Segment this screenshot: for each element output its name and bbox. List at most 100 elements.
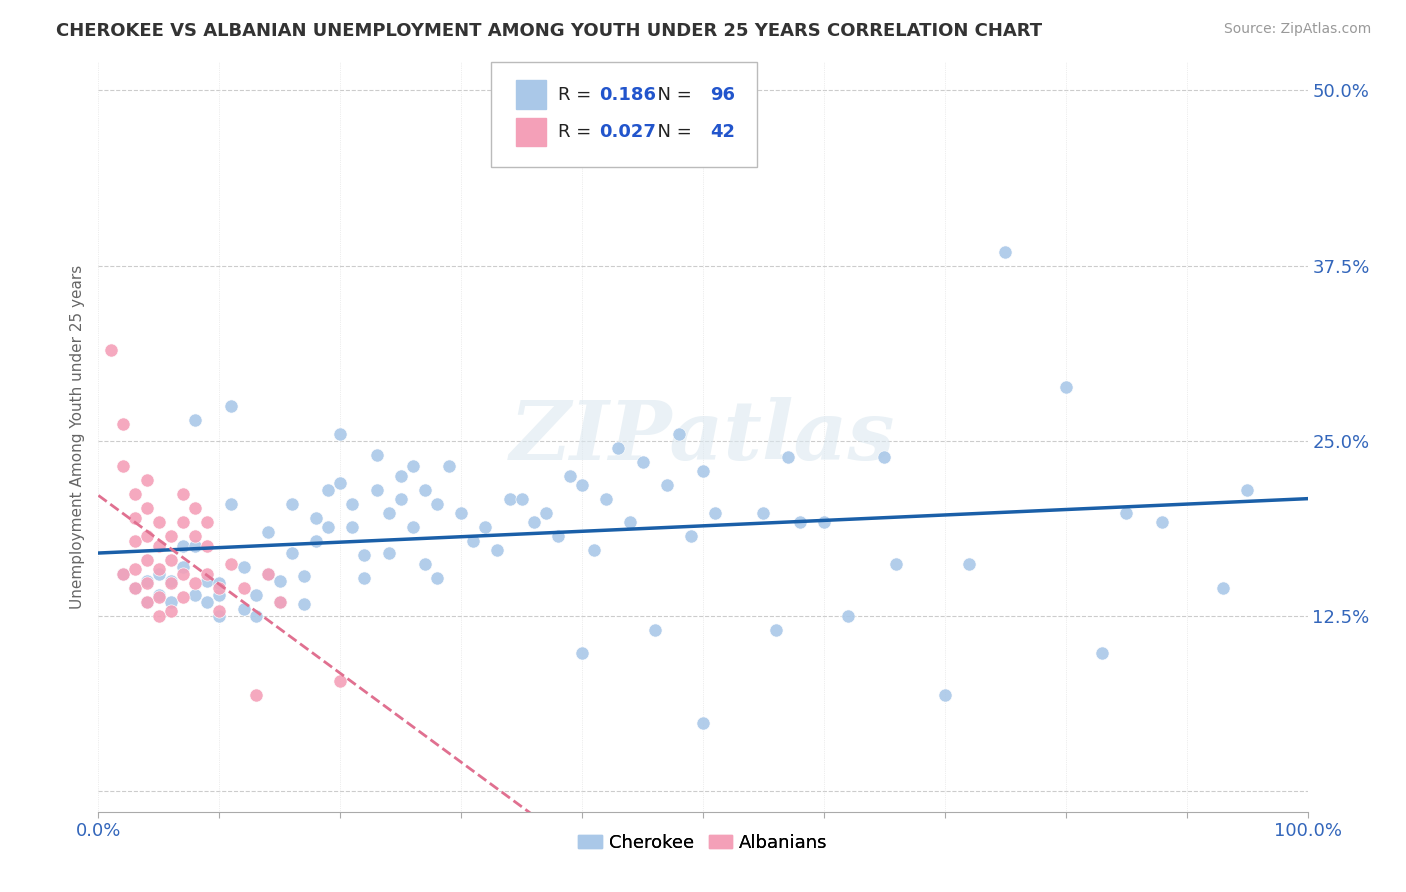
FancyBboxPatch shape — [516, 80, 546, 109]
Point — [184, 539, 207, 553]
Point — [305, 510, 328, 524]
Point — [148, 539, 170, 553]
Point — [437, 458, 460, 473]
Point — [668, 426, 690, 441]
Point — [111, 566, 134, 581]
Point — [269, 594, 291, 608]
Point — [704, 507, 727, 521]
Point — [426, 497, 449, 511]
Point — [547, 529, 569, 543]
Point — [595, 492, 617, 507]
Point — [377, 546, 399, 560]
Point — [256, 566, 278, 581]
Point — [208, 608, 231, 623]
Text: ZIPatlas: ZIPatlas — [510, 397, 896, 477]
Point — [510, 492, 533, 507]
Point — [1054, 380, 1077, 394]
Point — [232, 581, 254, 595]
Point — [184, 412, 207, 426]
Point — [692, 464, 714, 478]
Point — [305, 534, 328, 549]
Point — [172, 515, 194, 529]
Point — [195, 566, 218, 581]
Point — [184, 576, 207, 591]
Point — [184, 529, 207, 543]
Point — [329, 475, 352, 490]
Point — [389, 468, 412, 483]
Point — [377, 507, 399, 521]
Y-axis label: Unemployment Among Youth under 25 years: Unemployment Among Youth under 25 years — [70, 265, 86, 609]
Point — [245, 608, 267, 623]
Point — [124, 510, 146, 524]
Point — [135, 594, 157, 608]
Point — [474, 520, 496, 534]
Point — [837, 608, 859, 623]
Point — [208, 581, 231, 595]
Point — [256, 566, 278, 581]
Point — [124, 534, 146, 549]
Point — [389, 492, 412, 507]
Point — [148, 588, 170, 602]
Point — [292, 569, 315, 583]
FancyBboxPatch shape — [516, 118, 546, 146]
Text: 42: 42 — [710, 123, 735, 141]
Point — [329, 674, 352, 689]
Point — [679, 529, 702, 543]
Text: N =: N = — [647, 86, 697, 103]
Point — [135, 529, 157, 543]
Point — [245, 689, 267, 703]
Point — [160, 529, 183, 543]
Point — [644, 623, 666, 637]
Point — [789, 515, 811, 529]
Point — [221, 557, 243, 571]
Point — [1152, 515, 1174, 529]
Point — [281, 546, 304, 560]
Point — [402, 520, 425, 534]
Point — [148, 515, 170, 529]
Point — [148, 591, 170, 605]
Point — [160, 604, 183, 618]
Point — [353, 549, 375, 563]
Point — [124, 581, 146, 595]
Point — [124, 562, 146, 576]
Point — [571, 647, 593, 661]
Point — [184, 500, 207, 515]
Point — [316, 520, 339, 534]
Point — [208, 604, 231, 618]
Point — [195, 515, 218, 529]
Point — [413, 557, 436, 571]
Text: 96: 96 — [710, 86, 735, 103]
Point — [994, 244, 1017, 259]
Point — [329, 426, 352, 441]
Point — [111, 458, 134, 473]
Text: 0.027: 0.027 — [599, 123, 655, 141]
Point — [111, 417, 134, 431]
Point — [934, 689, 956, 703]
Point — [148, 566, 170, 581]
Point — [1212, 581, 1234, 595]
Point — [1236, 483, 1258, 497]
Text: R =: R = — [558, 86, 598, 103]
Point — [342, 520, 364, 534]
Point — [195, 574, 218, 588]
Point — [450, 507, 472, 521]
Point — [111, 566, 134, 581]
Point — [886, 557, 908, 571]
Point — [160, 552, 183, 566]
Point — [135, 576, 157, 591]
Point — [413, 483, 436, 497]
Point — [256, 524, 278, 539]
Point — [571, 478, 593, 492]
Point — [316, 483, 339, 497]
Point — [172, 539, 194, 553]
Point — [135, 500, 157, 515]
Point — [232, 601, 254, 615]
Point — [292, 598, 315, 612]
Point — [135, 473, 157, 487]
Point — [1115, 507, 1137, 521]
Text: CHEROKEE VS ALBANIAN UNEMPLOYMENT AMONG YOUTH UNDER 25 YEARS CORRELATION CHART: CHEROKEE VS ALBANIAN UNEMPLOYMENT AMONG … — [56, 22, 1042, 40]
Point — [957, 557, 980, 571]
Point — [160, 576, 183, 591]
Point — [583, 542, 606, 557]
Point — [765, 623, 787, 637]
